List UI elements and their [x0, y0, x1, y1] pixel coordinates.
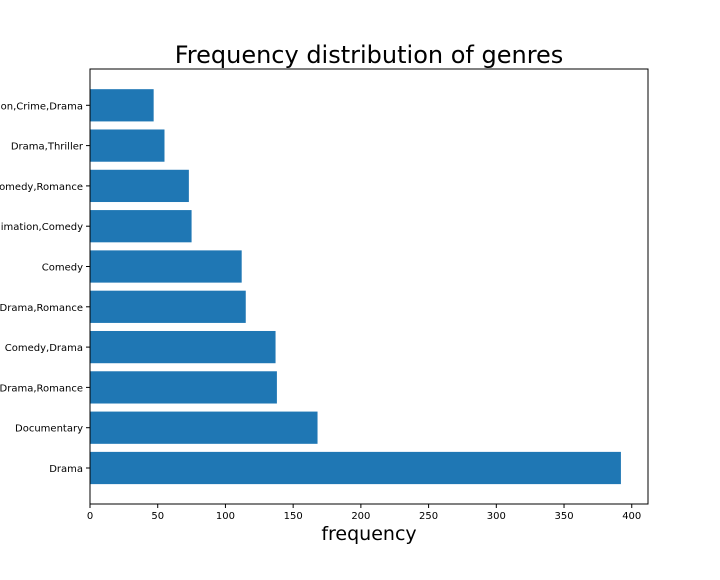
y-tick-label: Drama,Romance — [0, 383, 83, 394]
bar — [90, 250, 242, 283]
x-axis-label: frequency — [321, 523, 416, 545]
y-tick-label: Documentary — [15, 424, 83, 435]
bars-group — [90, 89, 621, 485]
bar — [90, 169, 189, 203]
bar — [90, 330, 276, 364]
bar — [90, 411, 318, 444]
chart-title: Frequency distribution of genres — [175, 41, 564, 69]
bar — [90, 89, 154, 122]
bar — [90, 210, 192, 243]
x-tick-label: 150 — [284, 511, 303, 522]
y-tick-label: Comedy — [42, 263, 83, 274]
y-tick-label: Comedy,Drama — [5, 343, 83, 354]
bar — [90, 129, 165, 162]
y-axis: Drama Documentary Drama,Romance Comedy,Dram… — [0, 101, 90, 475]
x-tick-label: 350 — [554, 511, 573, 522]
x-tick-label: 200 — [351, 511, 370, 522]
x-tick-label: 0 — [87, 511, 93, 522]
y-tick-label: omedy,Romance — [0, 182, 83, 193]
bar — [90, 451, 621, 485]
x-tick-label: 400 — [622, 511, 641, 522]
y-tick-label: Drama,Thriller — [11, 142, 84, 153]
x-tick-label: 100 — [216, 511, 235, 522]
bar — [90, 290, 246, 323]
plot-frame — [89, 68, 649, 505]
x-tick-label: 300 — [487, 511, 506, 522]
y-tick-label: imation,Comedy — [1, 222, 83, 233]
y-tick-label: Drama,Romance — [0, 303, 83, 314]
x-tick-label: 50 — [151, 511, 164, 522]
bar — [90, 371, 277, 404]
x-tick-label: 250 — [419, 511, 438, 522]
x-axis: 0 50 100 150 200 250 300 350 400 — [87, 504, 641, 522]
y-tick-label: Drama — [49, 464, 83, 475]
y-tick-label: on,Crime,Drama — [1, 101, 83, 112]
